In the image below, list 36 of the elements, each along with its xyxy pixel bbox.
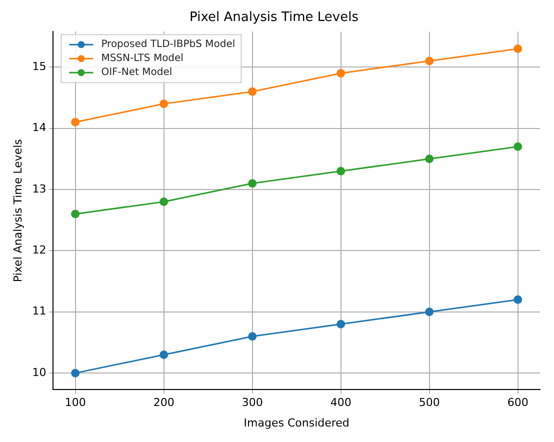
x-tick-label: 300 bbox=[242, 396, 263, 410]
point bbox=[514, 142, 522, 151]
legend-label: MSSN-LTS Model bbox=[101, 53, 184, 64]
y-axis-title: Pixel Analysis Time Levels bbox=[11, 138, 24, 282]
point bbox=[160, 197, 168, 206]
point bbox=[425, 308, 434, 316]
point bbox=[160, 100, 168, 108]
x-axis-title: Images Considered bbox=[244, 416, 350, 430]
legend-label: OIF-Net Model bbox=[101, 67, 172, 78]
point bbox=[160, 350, 168, 359]
y-tick-label: 11 bbox=[32, 304, 46, 318]
point bbox=[71, 368, 80, 378]
y-tick-label: 14 bbox=[32, 121, 46, 134]
y-tick-label: 12 bbox=[32, 244, 46, 257]
point bbox=[336, 320, 346, 328]
point bbox=[425, 154, 434, 164]
point bbox=[514, 295, 522, 304]
point bbox=[425, 56, 434, 66]
point bbox=[71, 118, 80, 126]
x-tick-label: 600 bbox=[507, 396, 528, 410]
chart-title: Pixel Analysis Time Levels bbox=[190, 10, 359, 26]
y-tick-label: 10 bbox=[32, 366, 46, 379]
x-tick-label: 500 bbox=[418, 396, 440, 410]
legend-label: Proposed TLD-IBPbS Model bbox=[101, 39, 236, 50]
point bbox=[248, 179, 257, 188]
point bbox=[248, 87, 257, 96]
point bbox=[514, 44, 522, 53]
point bbox=[336, 166, 346, 176]
x-tick-label: 100 bbox=[64, 396, 86, 410]
x-tick-label: 200 bbox=[153, 396, 174, 410]
point bbox=[71, 210, 80, 218]
point bbox=[248, 332, 257, 341]
point bbox=[336, 68, 346, 78]
x-tick-label: 400 bbox=[330, 396, 352, 410]
y-tick-label: 15 bbox=[32, 60, 46, 73]
y-tick-label: 13 bbox=[32, 182, 46, 196]
